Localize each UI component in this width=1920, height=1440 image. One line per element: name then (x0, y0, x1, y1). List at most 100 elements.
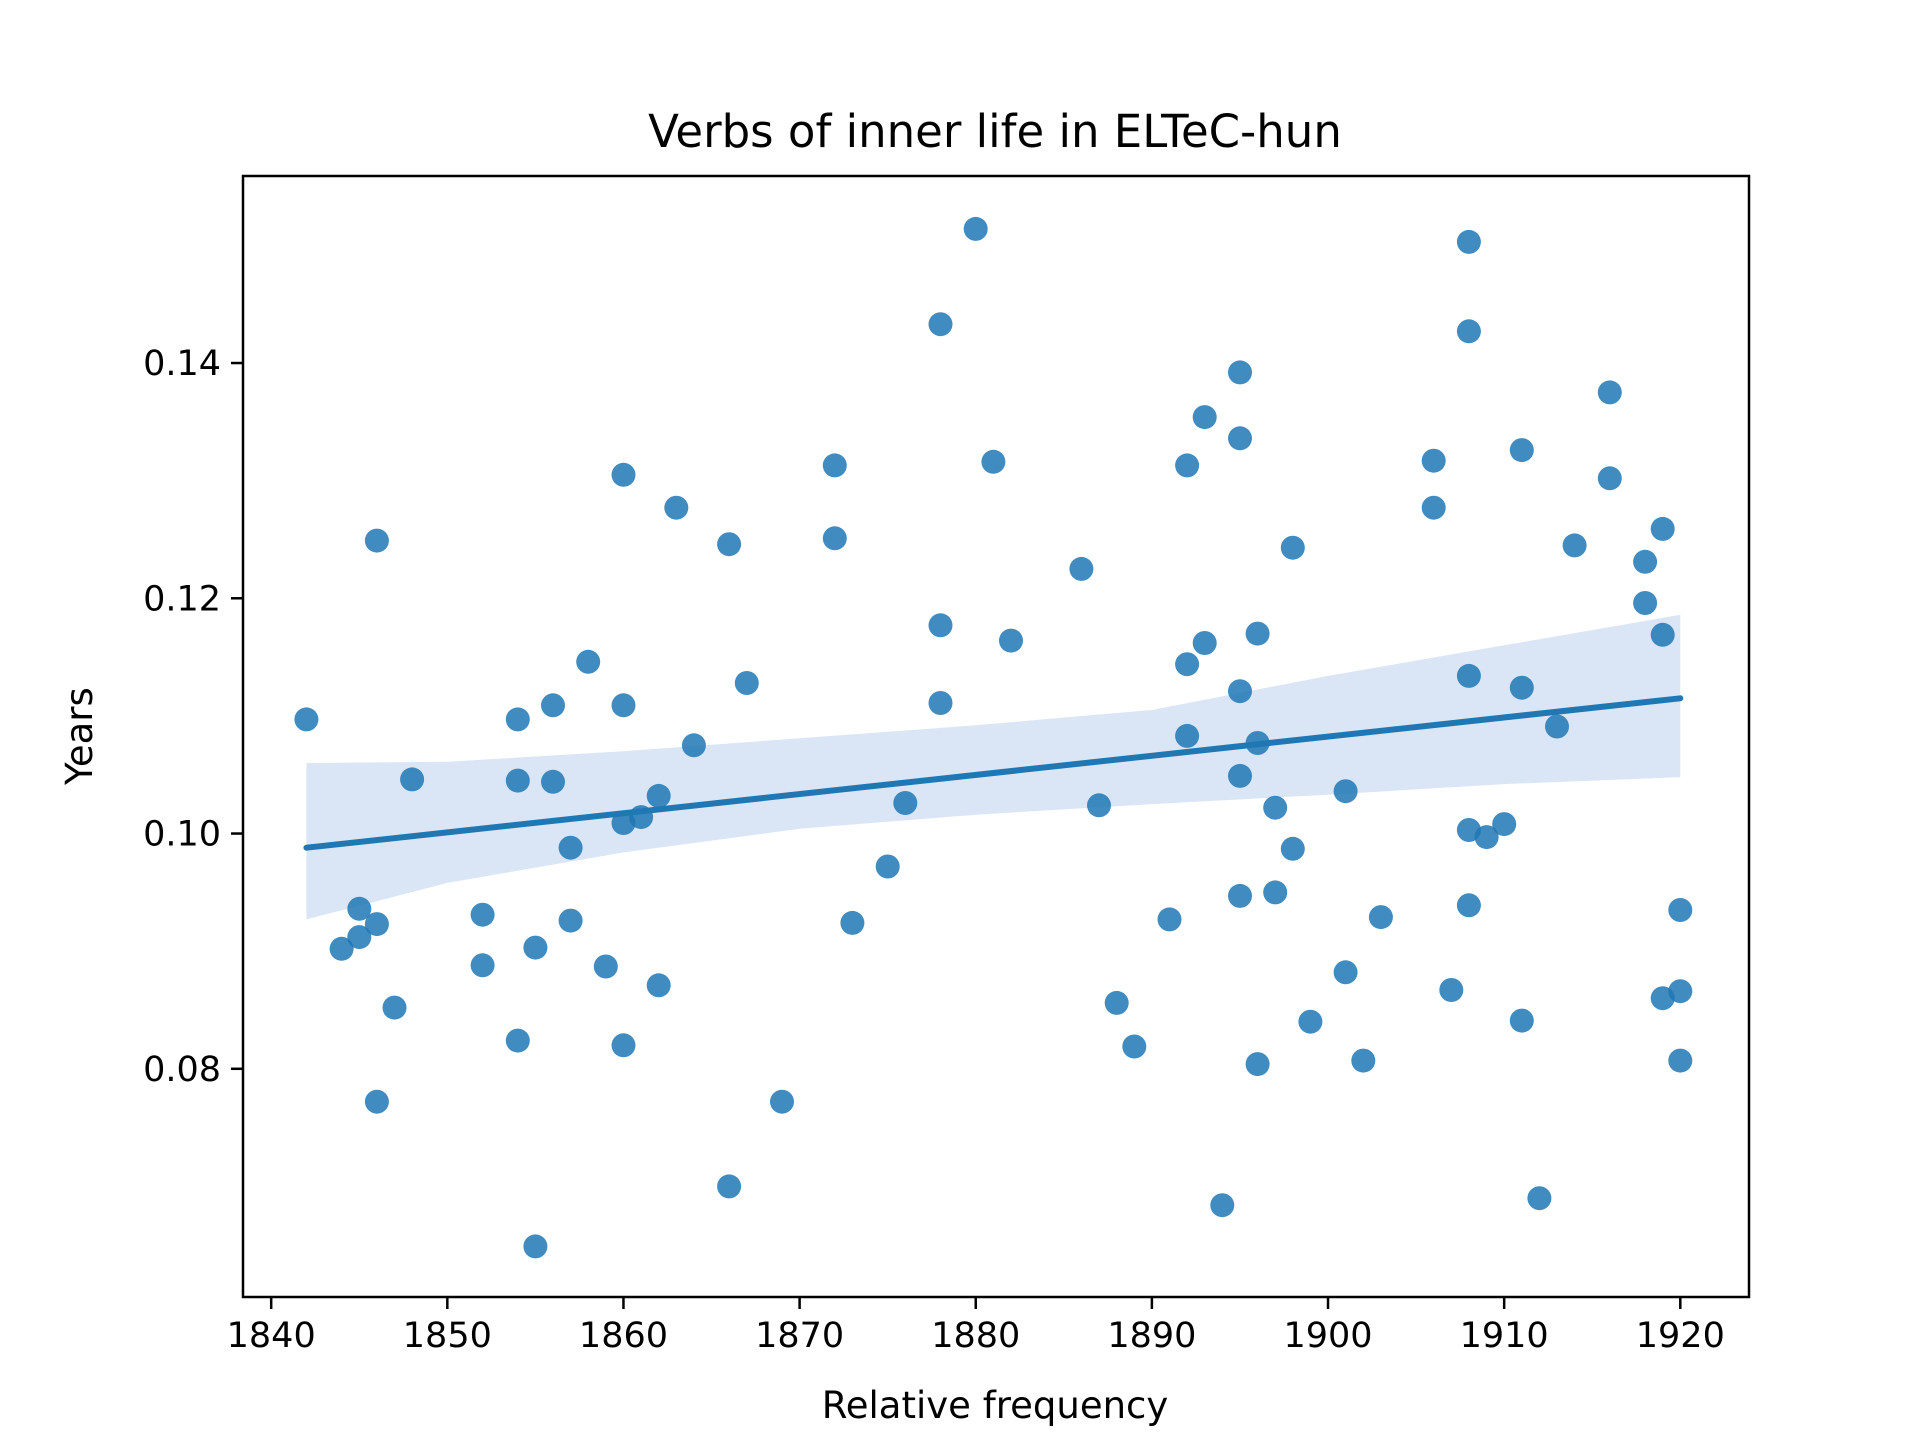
data-point (734, 671, 759, 695)
data-point (541, 693, 565, 718)
data-point (1192, 405, 1217, 430)
data-point (364, 528, 389, 553)
data-point (1104, 990, 1129, 1015)
data-point (364, 912, 389, 937)
x-tick-label: 1850 (403, 1316, 492, 1356)
data-point (1245, 621, 1270, 646)
data-point (523, 935, 548, 960)
data-point (1228, 763, 1252, 788)
data-point (963, 216, 988, 241)
data-point (928, 613, 953, 638)
data-point (646, 973, 671, 998)
data-point (1456, 229, 1481, 254)
data-point (1210, 1193, 1235, 1218)
data-point (611, 1033, 636, 1058)
data-point (505, 1028, 530, 1053)
confidence-band (306, 614, 1681, 920)
data-point (1368, 905, 1393, 930)
data-point (1545, 714, 1569, 739)
data-point (1298, 1009, 1323, 1034)
data-point (822, 453, 847, 478)
data-point (1280, 836, 1305, 861)
data-point (1597, 380, 1622, 405)
data-point (822, 526, 847, 551)
data-point (470, 953, 495, 978)
data-point (875, 854, 900, 879)
data-point (382, 995, 407, 1020)
data-point (1509, 438, 1534, 463)
data-point (1263, 880, 1288, 905)
data-point (558, 835, 583, 860)
data-point (611, 693, 636, 718)
data-point (1456, 663, 1481, 688)
data-point (1263, 795, 1288, 820)
data-point (1633, 549, 1658, 574)
data-point (1668, 898, 1693, 922)
data-point (347, 896, 372, 921)
data-point (1597, 466, 1622, 491)
data-point (1456, 893, 1481, 918)
data-point (717, 1174, 742, 1199)
data-point (717, 532, 742, 557)
data-point (770, 1089, 794, 1114)
x-tick-label: 1880 (931, 1316, 1020, 1356)
data-point (505, 768, 530, 793)
y-axis-label: Years (58, 687, 101, 786)
data-point (1280, 535, 1305, 560)
data-point (1333, 779, 1358, 804)
y-tick-label: 0.12 (143, 579, 221, 619)
data-point (329, 936, 354, 961)
data-point (1192, 631, 1217, 655)
data-point (1474, 825, 1499, 850)
data-point (1333, 960, 1358, 985)
data-point (928, 691, 953, 715)
data-point (1421, 495, 1446, 520)
data-point (576, 649, 601, 674)
data-point (646, 783, 671, 808)
data-point (1228, 883, 1252, 908)
data-point (1527, 1186, 1552, 1211)
data-point (1175, 652, 1200, 677)
x-tick-label: 1920 (1636, 1316, 1725, 1356)
data-point (981, 449, 1006, 474)
y-axis-ticks: 0.08 0.10 0.12 0.14 (143, 344, 243, 1090)
y-tick-label: 0.14 (143, 344, 221, 384)
x-axis-ticks: 1840 1850 1860 1870 1880 1890 1900 1910 1920 (227, 1297, 1725, 1356)
x-tick-label: 1840 (227, 1316, 316, 1356)
data-point (593, 954, 618, 979)
data-point (558, 908, 583, 933)
data-point (664, 495, 689, 520)
data-point (1175, 453, 1200, 478)
data-point (294, 707, 319, 732)
data-point (999, 628, 1023, 653)
x-tick-label: 1910 (1460, 1316, 1549, 1356)
data-point (1509, 675, 1534, 700)
data-point (400, 767, 425, 792)
y-tick-label: 0.10 (143, 815, 221, 855)
confidence-band-layer (306, 614, 1681, 920)
data-point (1228, 360, 1252, 385)
regression-line-layer (303, 695, 1684, 851)
data-point (470, 902, 495, 927)
plot-frame (241, 174, 1751, 1299)
data-point (840, 910, 865, 935)
data-point (347, 925, 372, 950)
x-tick-label: 1890 (1107, 1316, 1196, 1356)
data-point (681, 733, 706, 758)
data-point (1245, 1052, 1270, 1077)
data-point (1087, 793, 1111, 818)
data-point (1351, 1048, 1376, 1073)
data-point (1650, 516, 1675, 541)
x-tick-label: 1900 (1283, 1316, 1372, 1356)
data-point (1633, 591, 1658, 615)
data-point (364, 1089, 389, 1114)
chart-title: Verbs of inner life in ELTeC-hun (648, 105, 1342, 158)
x-tick-label: 1870 (755, 1316, 844, 1356)
data-point (1562, 533, 1587, 558)
data-point (1175, 723, 1200, 748)
regression-line (303, 695, 1684, 851)
data-point (928, 312, 953, 337)
data-point (505, 707, 530, 732)
data-point (523, 1234, 548, 1259)
